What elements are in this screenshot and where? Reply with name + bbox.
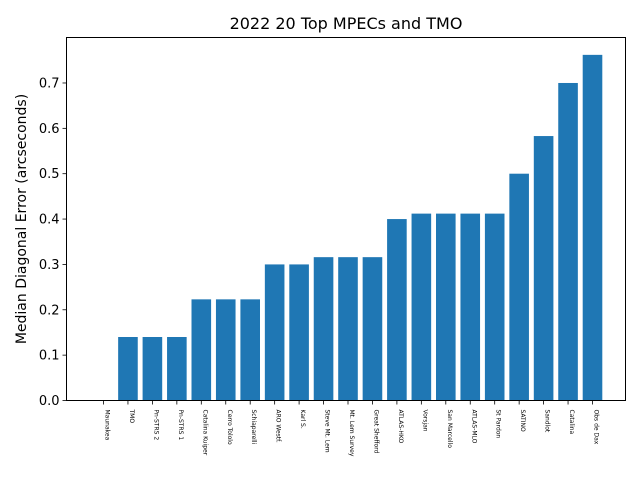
x-tick-label-3: Pn-STRS 1 bbox=[177, 410, 184, 441]
bar-2 bbox=[142, 337, 163, 401]
bar-14 bbox=[436, 213, 456, 401]
x-tick-label-12: ATLAS-HKO bbox=[397, 410, 404, 444]
x-tick-label-1: TMO bbox=[128, 409, 135, 424]
bar-12 bbox=[387, 219, 407, 401]
bar-13 bbox=[411, 213, 432, 401]
bar-1 bbox=[118, 337, 138, 401]
x-tick-label-15: ATLAS-MLO bbox=[470, 410, 477, 444]
bar-15 bbox=[460, 213, 481, 401]
bar-9 bbox=[313, 257, 334, 401]
y-axis-ticks: 0.0 0.1 0.2 0.3 0.4 0.5 0.6 0.7 bbox=[39, 76, 67, 409]
x-tick-label-20: Obs de Dax bbox=[593, 410, 600, 445]
bar-4 bbox=[191, 299, 212, 401]
y-axis-label: Median Diagonal Error (arcseconds) bbox=[14, 94, 30, 344]
y-tick-label-5: 0.5 bbox=[39, 167, 60, 182]
x-tick-label-4: Catalina Kuiper bbox=[201, 410, 208, 456]
x-tick-label-2: Pn-STRS 2 bbox=[152, 410, 159, 441]
x-tick-label-7: ARO Westf. bbox=[275, 410, 282, 443]
x-tick-label-17: SATINO bbox=[519, 410, 526, 432]
y-tick-label-6: 0.6 bbox=[39, 122, 60, 137]
bar-17 bbox=[509, 173, 529, 401]
bar-18 bbox=[533, 136, 554, 401]
x-tick-label-5: Cerro Tololo bbox=[226, 410, 233, 445]
bar-6 bbox=[240, 299, 260, 401]
bar-10 bbox=[338, 257, 358, 401]
bar-5 bbox=[215, 299, 236, 401]
x-tick-label-0: Maunakea bbox=[104, 410, 111, 441]
bar-20 bbox=[582, 54, 603, 401]
x-tick-label-18: Sandlot bbox=[544, 410, 551, 433]
x-axis-ticks: Maunakea TMO Pn-STRS 2 Pn-STRS 1 Catalina Ku… bbox=[103, 400, 600, 457]
chart-title: 2022 20 Top MPECs and TMO bbox=[230, 14, 463, 33]
y-tick-label-3: 0.3 bbox=[39, 258, 60, 273]
x-tick-label-14: San Marcello bbox=[446, 410, 453, 449]
x-tick-label-19: Catalina bbox=[568, 410, 575, 435]
x-tick-label-8: Karl S. bbox=[299, 410, 306, 429]
x-tick-label-11: Great Shefford bbox=[372, 410, 379, 454]
x-tick-label-10: Mt. Lem Survey bbox=[348, 410, 355, 457]
y-tick-label-7: 0.7 bbox=[39, 76, 60, 91]
plot-frame bbox=[66, 37, 626, 401]
y-tick-label-1: 0.1 bbox=[39, 349, 60, 364]
y-tick-label-2: 0.2 bbox=[39, 303, 60, 318]
y-tick-label-4: 0.4 bbox=[39, 213, 60, 228]
y-tick-label-0: 0.0 bbox=[39, 394, 60, 409]
x-tick-label-13: Vorsjan bbox=[421, 410, 428, 432]
bar-11 bbox=[362, 257, 383, 401]
bar-16 bbox=[484, 213, 505, 401]
x-tick-label-6: Schiaparelli bbox=[250, 410, 257, 445]
bar-3 bbox=[167, 337, 187, 401]
x-tick-label-9: Steve Mt. Lem bbox=[324, 410, 331, 453]
bar-7 bbox=[264, 264, 285, 401]
bar-8 bbox=[289, 264, 309, 401]
bars-group bbox=[118, 54, 603, 401]
x-tick-label-16: St Pardon bbox=[495, 410, 502, 439]
bar-19 bbox=[558, 82, 578, 401]
